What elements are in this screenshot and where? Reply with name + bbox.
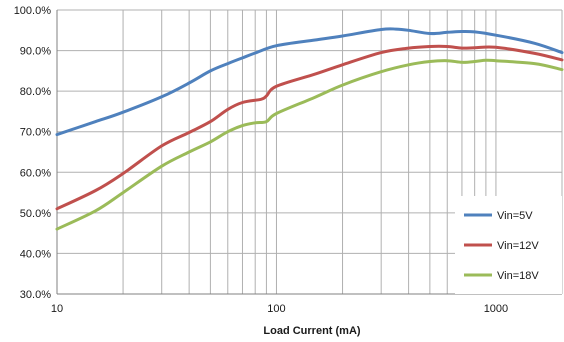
x-tick-label: 100 xyxy=(267,303,285,315)
y-tick-label: 60.0% xyxy=(20,167,51,179)
legend-label-3: Vin=18V xyxy=(497,270,539,282)
y-tick-label: 50.0% xyxy=(20,208,51,220)
x-tick-label: 10 xyxy=(51,303,63,315)
y-tick-label: 30.0% xyxy=(20,289,51,301)
series-lines xyxy=(55,27,564,231)
y-tick-label: 80.0% xyxy=(20,86,51,98)
series-line-3 xyxy=(55,58,564,231)
grid xyxy=(56,9,563,295)
y-tick-label: 40.0% xyxy=(20,248,51,260)
legend-label-1: Vin=5V xyxy=(497,210,533,222)
tick-labels: 30.0% 40.0% 50.0% 60.0% 70.0% 80.0% 90.0% 100.0… xyxy=(14,5,508,315)
legend-label-2: Vin=12V xyxy=(497,240,539,252)
y-tick-label: 70.0% xyxy=(20,127,51,139)
y-tick-label: 100.0% xyxy=(14,5,52,17)
x-axis-title: Load Current (mA) xyxy=(263,325,361,337)
series-line-1 xyxy=(55,27,564,137)
series-line-2 xyxy=(55,44,564,211)
x-tick-label: 1000 xyxy=(484,303,508,315)
legend: Vin=5V Vin=12V Vin=18V xyxy=(455,196,562,294)
y-tick-label: 90.0% xyxy=(20,46,51,58)
